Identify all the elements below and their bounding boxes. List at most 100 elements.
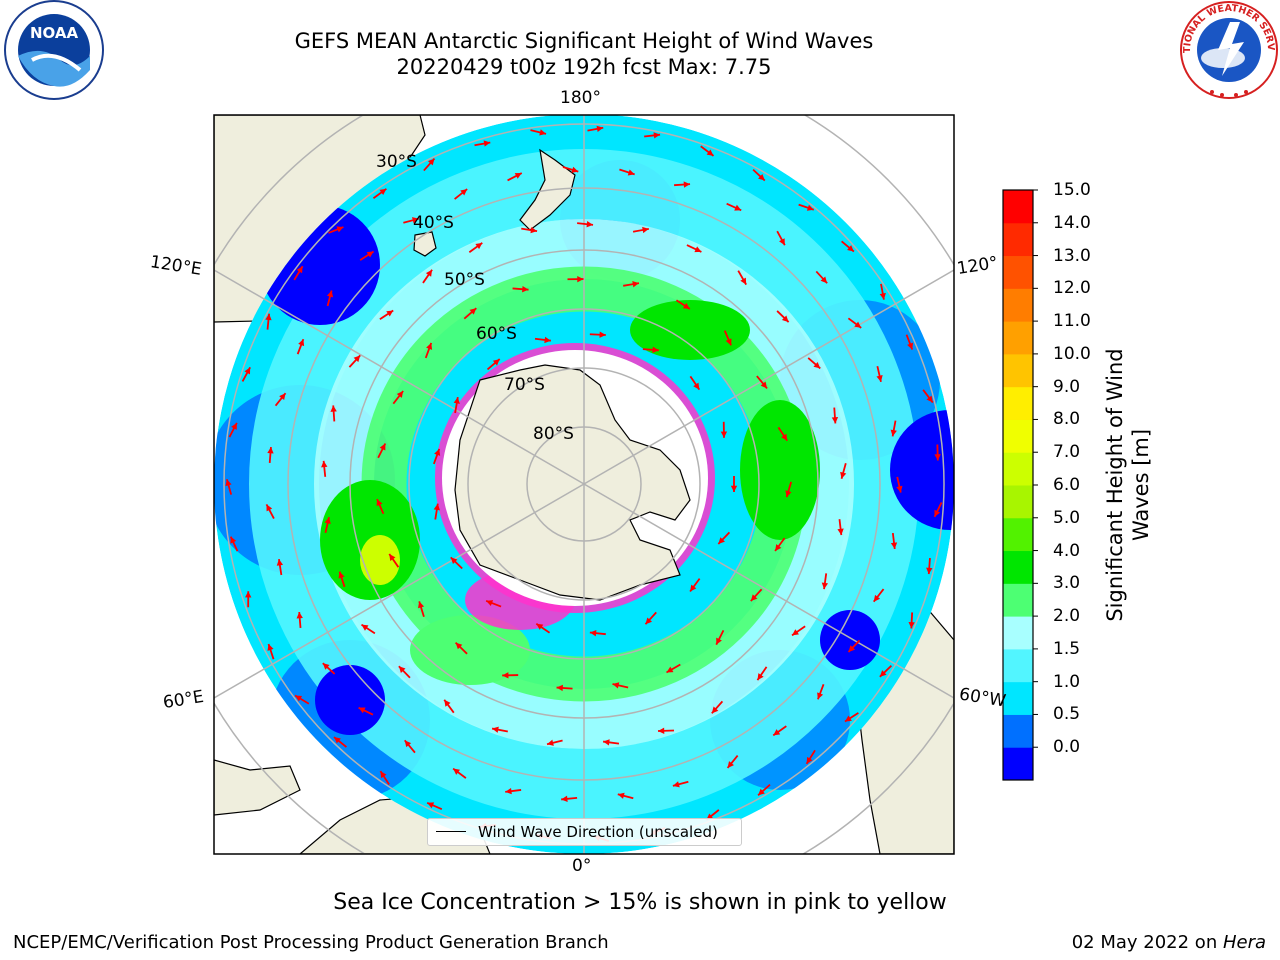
wind-wave-arrowhead <box>599 331 606 338</box>
wind-wave-arrowhead <box>326 290 334 298</box>
footer-date-text: 02 May 2022 on <box>1071 932 1223 953</box>
wind-wave-arrowhead <box>404 740 412 748</box>
colorbar-tick-label: 10.0 <box>1053 343 1091 364</box>
colorbar-segment <box>1003 681 1033 715</box>
wind-wave-arrowhead <box>330 405 337 412</box>
wind-wave-arrowhead <box>781 433 788 441</box>
wind-wave-arrowhead <box>813 361 821 369</box>
wind-wave-arrowhead <box>934 454 941 461</box>
wind-wave-arrowhead <box>750 594 758 602</box>
wind-wave-arrowhead <box>837 528 844 536</box>
colorbar-segment <box>1003 616 1033 650</box>
wind-wave-arrowhead <box>539 129 547 136</box>
noaa-logo: NOAA <box>2 0 106 108</box>
footer-machine: Hera <box>1222 932 1266 953</box>
wind-wave-arrowhead <box>571 166 579 173</box>
wind-wave-arrowhead <box>727 761 734 768</box>
wind-wave-arrowhead <box>296 266 303 274</box>
wind-wave-arrowhead <box>334 737 341 744</box>
wind-wave-arrowhead <box>366 251 374 258</box>
colorbar-tick-label: 0.0 <box>1053 737 1081 758</box>
chart-title-line1: GEFS MEAN Antarctic Significant Height o… <box>294 29 874 53</box>
sea-ice-caption: Sea Ice Concentration > 15% is shown in … <box>333 890 947 915</box>
wind-wave-arrowhead <box>267 447 274 454</box>
wind-wave-arrowhead <box>266 504 273 512</box>
wind-wave-arrowhead <box>453 397 460 404</box>
colorbar-segment <box>1003 517 1033 552</box>
lat-label-50s: 50°S <box>444 270 485 290</box>
wind-wave-arrowhead <box>434 448 441 456</box>
wind-wave-arrowhead <box>854 321 862 328</box>
wind-wave-arrowhead <box>453 768 460 775</box>
wind-wave-arrowhead <box>779 238 785 246</box>
wind-wave-arrowhead <box>876 375 883 382</box>
colorbar-segment <box>1003 747 1033 781</box>
map-legend: Wind Wave Direction (unscaled) <box>427 818 742 846</box>
lat-label-80s: 80°S <box>533 424 574 444</box>
wind-wave-arrowhead <box>230 536 237 544</box>
wind-wave-arrowhead <box>380 771 387 779</box>
wind-wave-arrowhead <box>792 629 799 636</box>
wind-wave-arrowhead <box>475 242 483 250</box>
wind-wave-arrowhead <box>433 503 440 511</box>
wind-wave-arrowhead <box>706 149 714 156</box>
wind-wave-arrowhead <box>612 682 620 689</box>
wind-wave-arrowhead <box>603 739 610 746</box>
lat-label-70s: 70°S <box>504 375 545 395</box>
wind-wave-arrowhead <box>376 499 383 507</box>
colorbar-tick-label: 9.0 <box>1053 376 1081 397</box>
wind-wave-arrowhead <box>873 594 881 602</box>
wind-wave-arrowhead <box>627 169 635 176</box>
wind-wave-arrowhead <box>412 217 419 224</box>
wind-wave-arrowhead <box>455 642 463 650</box>
wind-wave-arrowhead <box>361 624 369 631</box>
wind-wave-arrowhead <box>720 431 728 438</box>
footer-branch: NCEP/EMC/Verification Post Processing Pr… <box>13 932 609 953</box>
wind-wave-arrowhead <box>775 544 782 552</box>
wind-wave-arrowhead <box>848 645 856 652</box>
lat-label-40s: 40°S <box>413 213 454 233</box>
wind-wave-arrowhead <box>492 726 499 733</box>
footer-date: 02 May 2022 on Hera <box>1072 932 1266 953</box>
wind-wave-arrowhead <box>556 684 563 692</box>
wind-wave-arrowhead <box>653 132 661 139</box>
wind-wave-arrowhead <box>879 670 887 677</box>
wind-wave-arrowhead <box>907 342 914 350</box>
wind-wave-arrowhead <box>561 795 568 802</box>
colorbar-segment <box>1003 550 1033 584</box>
wind-wave-arrowhead <box>716 637 722 645</box>
colorbar-segment <box>1003 222 1033 257</box>
wind-wave-arrowhead <box>225 479 232 487</box>
wind-wave-arrowhead <box>694 246 702 253</box>
wind-wave-arrowhead <box>758 173 765 181</box>
wind-wave-arrowhead <box>379 188 387 196</box>
wind-wave-arrowhead <box>879 292 886 300</box>
wind-wave-arrowhead <box>781 315 789 323</box>
wind-wave-arrowhead <box>279 393 286 401</box>
colorbar-tick-label: 6.0 <box>1053 475 1081 495</box>
wind-wave-arrowhead <box>295 695 303 702</box>
wind-wave-arrowhead <box>740 277 747 285</box>
wind-wave-arrowhead <box>682 302 690 309</box>
wind-wave-arrowhead <box>547 739 554 746</box>
colorbar-tick-label: 1.5 <box>1053 638 1081 659</box>
wind-wave-arrowhead <box>298 339 305 347</box>
colorbar-tick-label: 1.0 <box>1053 671 1081 692</box>
wind-wave-arrowhead <box>577 275 584 283</box>
wind-wave-arrowhead <box>890 542 898 549</box>
wind-wave-arrowhead <box>418 601 425 609</box>
wind-wave-arrowhead <box>758 788 765 796</box>
colorbar-tick-label: 7.0 <box>1053 442 1081 463</box>
colorbar-tick-label: 14.0 <box>1053 212 1091 233</box>
wind-wave-arrowhead <box>831 417 839 424</box>
wind-wave-arrowhead <box>336 226 344 233</box>
wind-wave-arrowhead <box>389 554 396 561</box>
wind-wave-arrowhead <box>617 792 625 799</box>
wind-wave-arrowhead <box>817 692 824 700</box>
chart-title-line2: 20220429 t00z 192h fcst Max: 7.75 <box>396 55 772 79</box>
wind-wave-arrowhead <box>725 338 732 346</box>
wind-wave-arrowhead <box>730 485 738 492</box>
wind-wave-arrowhead <box>672 781 680 788</box>
wind-wave-arrowhead <box>514 173 522 179</box>
